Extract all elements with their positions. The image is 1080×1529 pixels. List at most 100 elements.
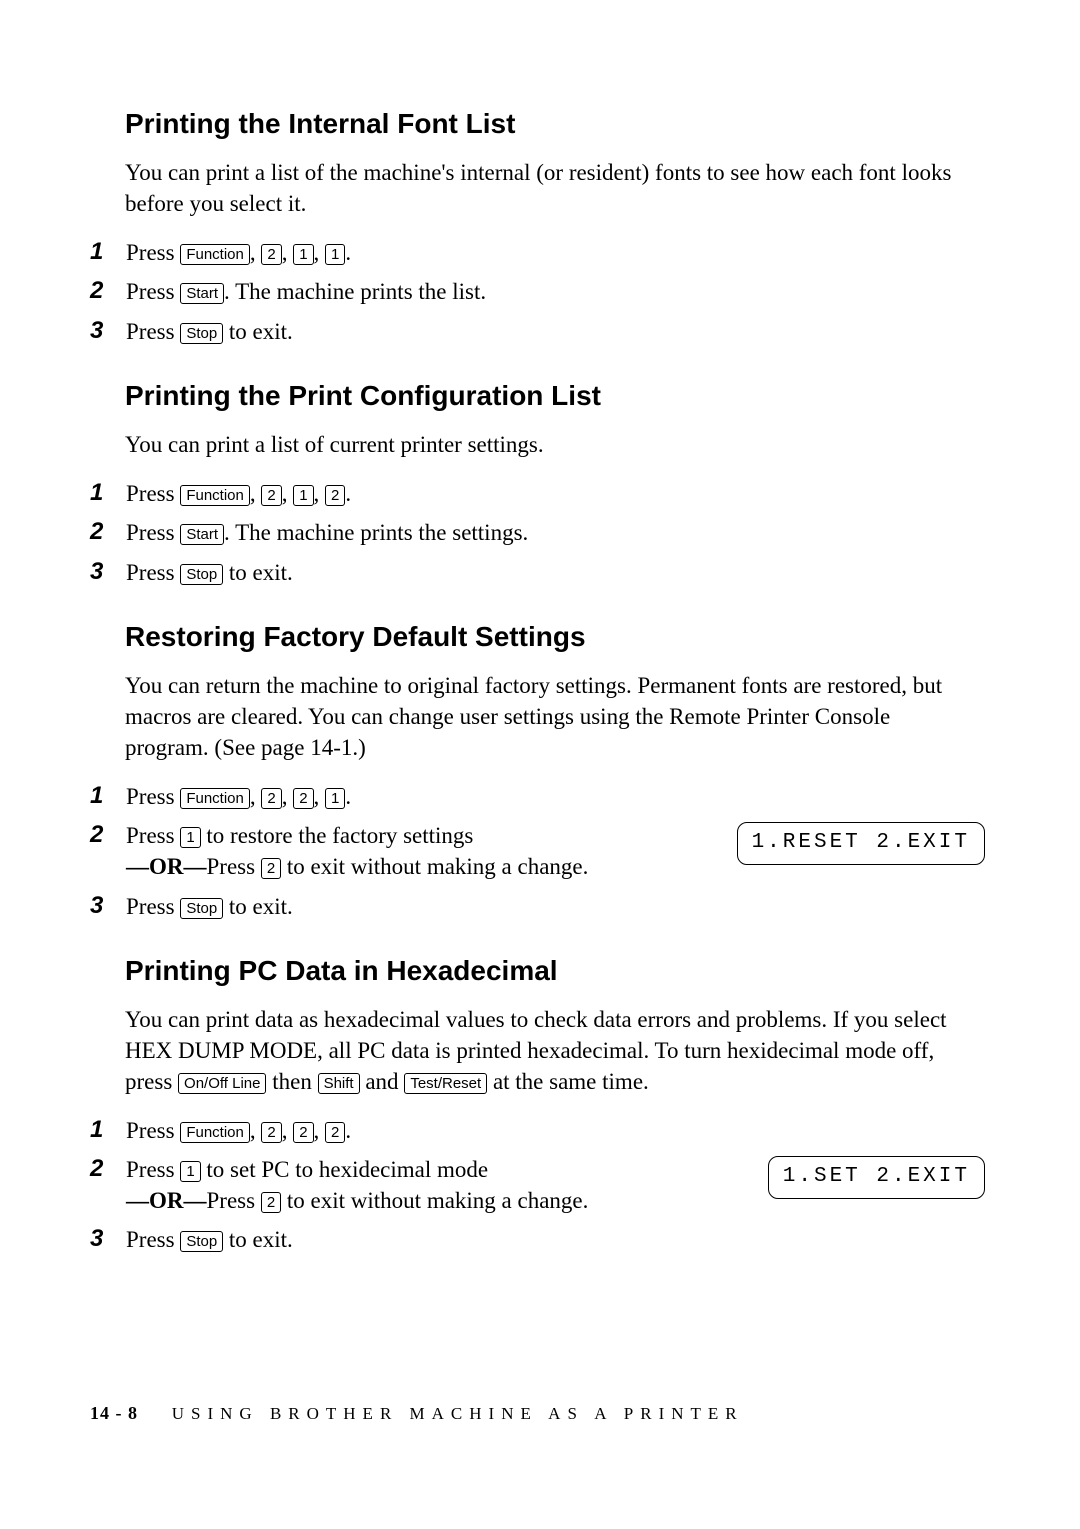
text: ,: [250, 784, 262, 809]
key-1: 1: [325, 244, 345, 265]
key-1: 1: [325, 788, 345, 809]
key-1: 1: [180, 827, 200, 848]
text: ,: [314, 1118, 326, 1143]
text: Press: [126, 1157, 180, 1182]
text: then: [266, 1069, 317, 1094]
text: to exit.: [223, 560, 293, 585]
step-body: Press Stop to exit.: [126, 1224, 990, 1255]
text: and: [360, 1069, 405, 1094]
step-body: Press Start. The machine prints the sett…: [126, 517, 990, 548]
text: Press: [126, 560, 180, 585]
text: Press: [126, 784, 180, 809]
text: ,: [282, 784, 294, 809]
key-1: 1: [293, 485, 313, 506]
step: 2 Press Start. The machine prints the se…: [90, 517, 990, 548]
step-number: 2: [90, 1153, 126, 1185]
step-body: Press Stop to exit.: [126, 316, 990, 347]
steps-list: 1 Press Function, 2, 2, 1. 2 Press 1 to …: [90, 781, 990, 922]
lcd-display: 1.RESET 2.EXIT: [737, 822, 985, 864]
step-number: 1: [90, 477, 126, 509]
step-body: Press 1 to set PC to hexidecimal mode —O…: [126, 1154, 990, 1216]
key-2: 2: [325, 1122, 345, 1143]
key-stop: Stop: [180, 1231, 223, 1252]
text: to restore the factory settings: [201, 823, 474, 848]
text: to exit.: [223, 319, 293, 344]
step-number: 3: [90, 315, 126, 347]
step: 1 Press Function, 2, 2, 1.: [90, 781, 990, 812]
step-number: 2: [90, 819, 126, 851]
step: 3 Press Stop to exit.: [90, 891, 990, 922]
key-function: Function: [180, 244, 250, 265]
text: Press: [126, 823, 180, 848]
key-2: 2: [293, 788, 313, 809]
key-2: 2: [261, 485, 281, 506]
key-onoffline: On/Off Line: [178, 1073, 266, 1094]
step: 2 Press Start. The machine prints the li…: [90, 276, 990, 307]
step-number: 3: [90, 556, 126, 588]
step: 1 Press Function, 2, 1, 2.: [90, 478, 990, 509]
chapter-title: USING BROTHER MACHINE AS A PRINTER: [172, 1404, 744, 1423]
section-title: Printing the Print Configuration List: [125, 377, 990, 415]
step-body: Press Function, 2, 2, 2.: [126, 1115, 990, 1146]
step-body: Press Start. The machine prints the list…: [126, 276, 990, 307]
body-text: You can print a list of current printer …: [125, 429, 970, 460]
text: Press: [126, 481, 180, 506]
or-text: —OR—: [126, 1188, 207, 1213]
step-body: Press Function, 2, 1, 2.: [126, 478, 990, 509]
steps-list: 1 Press Function, 2, 2, 2. 2 Press 1 to …: [90, 1115, 990, 1256]
body-text: You can return the machine to original f…: [125, 670, 970, 763]
step-text: Press 1 to restore the factory settings …: [126, 820, 717, 882]
key-stop: Stop: [180, 323, 223, 344]
text: to set PC to hexidecimal mode: [201, 1157, 488, 1182]
step-number: 2: [90, 275, 126, 307]
step-body: Press Function, 2, 1, 1.: [126, 237, 990, 268]
key-stop: Stop: [180, 898, 223, 919]
step: 3 Press Stop to exit.: [90, 557, 990, 588]
text: to exit without making a change.: [281, 854, 588, 879]
text: ,: [282, 240, 294, 265]
key-function: Function: [180, 485, 250, 506]
text: ,: [282, 481, 294, 506]
step: 1 Press Function, 2, 1, 1.: [90, 237, 990, 268]
text: Press: [126, 240, 180, 265]
steps-list: 1 Press Function, 2, 1, 2. 2 Press Start…: [90, 478, 990, 588]
step-number: 3: [90, 890, 126, 922]
key-2: 2: [261, 788, 281, 809]
text: Press: [126, 1118, 180, 1143]
text: . The machine prints the list.: [224, 279, 486, 304]
text: .: [345, 784, 351, 809]
text: ,: [250, 481, 262, 506]
text: Press: [126, 894, 180, 919]
steps-list: 1 Press Function, 2, 1, 1. 2 Press Start…: [90, 237, 990, 347]
step-number: 3: [90, 1223, 126, 1255]
section-title: Printing PC Data in Hexadecimal: [125, 952, 990, 990]
key-start: Start: [180, 524, 224, 545]
lcd-display: 1.SET 2.EXIT: [768, 1156, 985, 1198]
text: .: [345, 1118, 351, 1143]
step: 3 Press Stop to exit.: [90, 1224, 990, 1255]
key-2: 2: [293, 1122, 313, 1143]
body-text: You can print data as hexadecimal values…: [125, 1004, 970, 1097]
text: ,: [314, 481, 326, 506]
text: Press: [126, 1227, 180, 1252]
key-2: 2: [261, 858, 281, 879]
key-testreset: Test/Reset: [404, 1073, 487, 1094]
step-body: Press Stop to exit.: [126, 891, 990, 922]
section-title: Restoring Factory Default Settings: [125, 618, 990, 656]
text: at the same time.: [487, 1069, 649, 1094]
step: 2 Press 1 to set PC to hexidecimal mode …: [90, 1154, 990, 1216]
key-2: 2: [261, 1192, 281, 1213]
key-stop: Stop: [180, 564, 223, 585]
step-number: 1: [90, 780, 126, 812]
key-2: 2: [325, 485, 345, 506]
text: .: [345, 240, 351, 265]
text: ,: [282, 1118, 294, 1143]
text: Press: [207, 854, 261, 879]
key-2: 2: [261, 1122, 281, 1143]
text: . The machine prints the settings.: [224, 520, 528, 545]
step-number: 1: [90, 236, 126, 268]
text: Press: [126, 319, 180, 344]
section-title: Printing the Internal Font List: [125, 105, 990, 143]
key-1: 1: [180, 1161, 200, 1182]
text: ,: [314, 784, 326, 809]
